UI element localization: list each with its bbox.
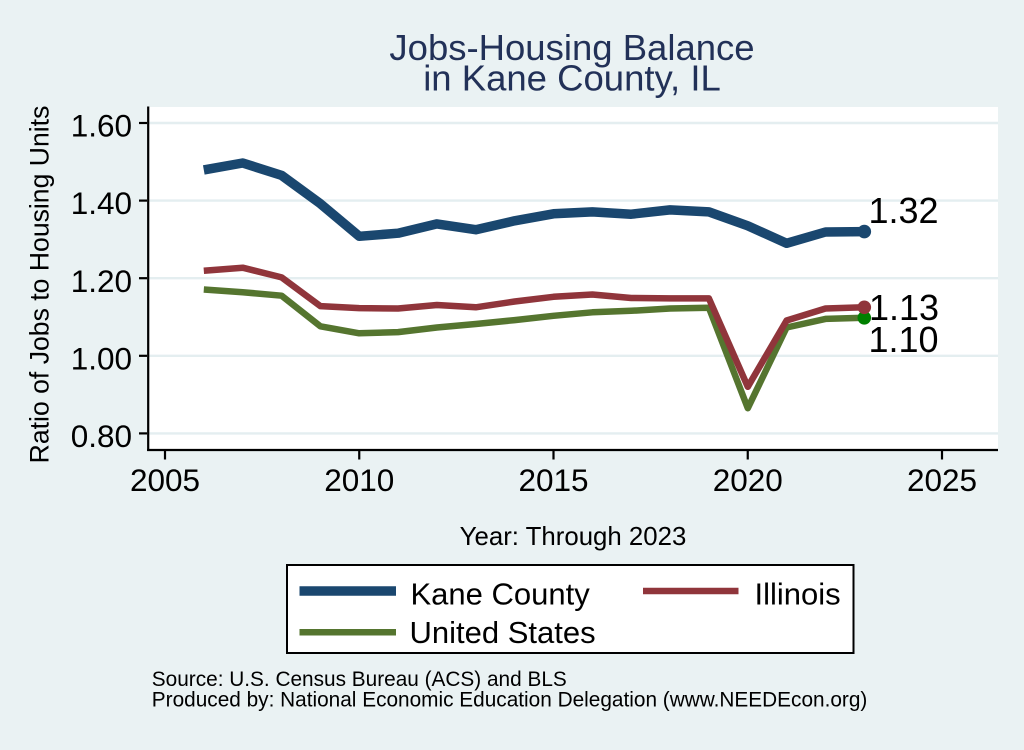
svg-text:1.32: 1.32 [869,190,939,231]
svg-text:United States: United States [410,615,596,650]
svg-text:2005: 2005 [130,462,200,498]
svg-text:1.10: 1.10 [869,319,939,360]
svg-text:2010: 2010 [324,462,394,498]
svg-text:2025: 2025 [907,462,977,498]
svg-text:1.00: 1.00 [71,340,132,376]
svg-text:Produced by: National Economic: Produced by: National Economic Education… [152,689,868,712]
svg-text:1.20: 1.20 [71,263,132,299]
svg-text:Jobs-Housing Balance: Jobs-Housing Balance [389,27,754,68]
svg-text:Source: U.S. Census Bureau (AC: Source: U.S. Census Bureau (ACS) and BLS [152,668,567,691]
svg-text:Year: Through 2023: Year: Through 2023 [460,523,687,551]
svg-text:2015: 2015 [518,462,588,498]
svg-text:Ratio of Jobs to Housing Units: Ratio of Jobs to Housing Units [24,106,54,464]
svg-text:in Kane County, IL: in Kane County, IL [423,58,721,99]
svg-text:1.40: 1.40 [71,185,132,221]
svg-text:Illinois: Illinois [755,577,841,612]
svg-text:0.80: 0.80 [71,418,132,454]
svg-text:2020: 2020 [713,462,783,498]
svg-text:1.13: 1.13 [869,287,939,328]
svg-text:Kane County: Kane County [411,577,591,612]
svg-text:1.60: 1.60 [71,108,132,144]
